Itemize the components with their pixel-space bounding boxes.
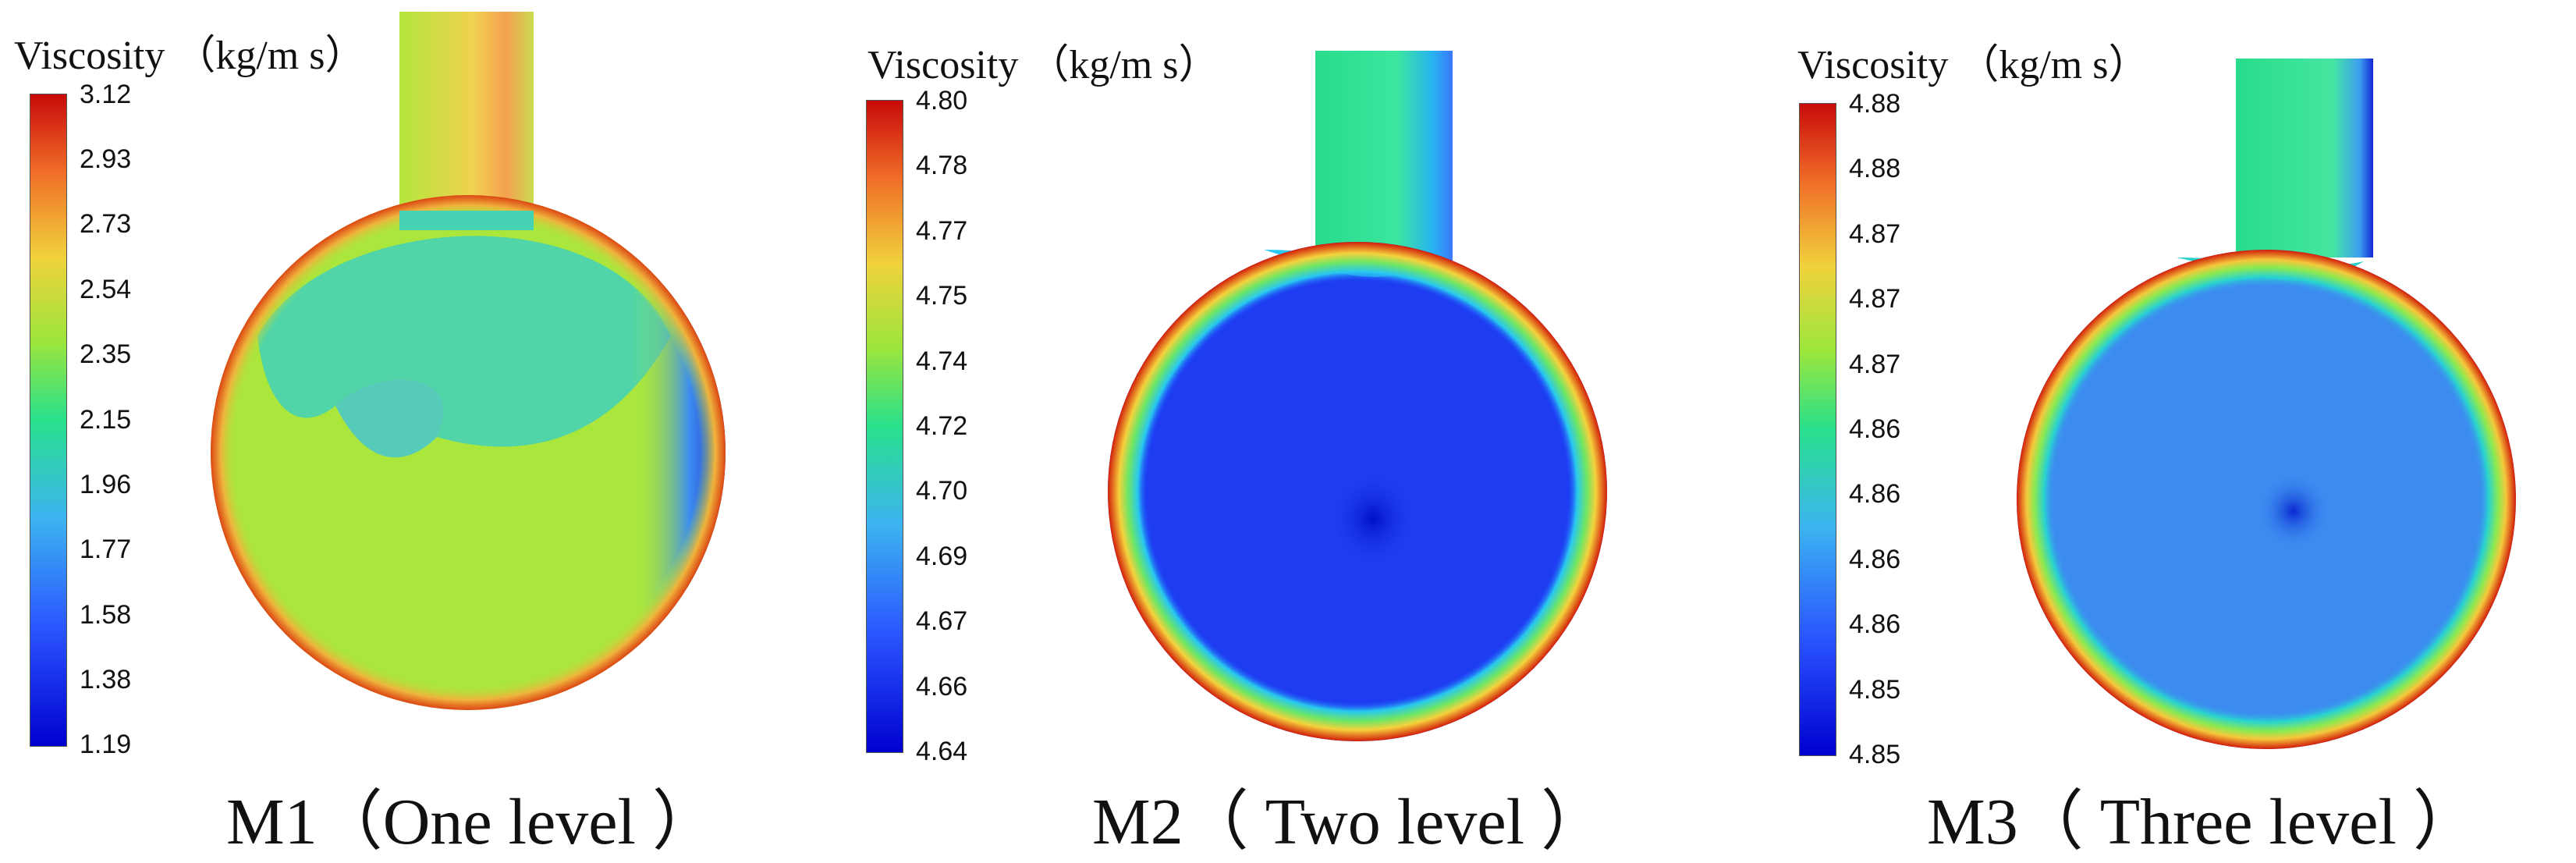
viscosity-contour-m1 — [211, 12, 726, 710]
tick-label: 4.72 — [916, 411, 968, 441]
tick-label: 4.64 — [916, 737, 968, 766]
tick-label: 4.88 — [1849, 89, 1901, 119]
colorbar-m3 — [1799, 103, 1836, 756]
tick-label: 4.86 — [1849, 479, 1901, 509]
tick-label: 4.87 — [1849, 284, 1901, 314]
tick-label: 4.78 — [916, 151, 968, 180]
tick-label: 1.19 — [80, 730, 132, 759]
tick-label: 1.96 — [80, 470, 132, 499]
tick-label: 2.54 — [80, 275, 132, 304]
legend-title-m1: Viscosity （kg/m s） — [14, 34, 366, 78]
panel-m2: Viscosity （kg/m s） 4.80 4.78 4.77 4.75 4… — [858, 0, 1693, 858]
caption-m2: M2（ Two level ） — [1092, 786, 1607, 858]
legend-title-m2: Viscosity （kg/m s） — [868, 43, 1219, 87]
colorbar-m1 — [30, 94, 67, 747]
tick-label: 2.73 — [80, 209, 132, 239]
tick-label: 4.70 — [916, 476, 968, 506]
outlet-pipe-m3 — [2236, 59, 2373, 257]
tick-label: 4.85 — [1849, 740, 1901, 769]
tick-label: 4.74 — [916, 346, 968, 376]
tick-label: 4.75 — [916, 281, 968, 311]
tick-label: 4.86 — [1849, 545, 1901, 574]
outlet-pipe-m1 — [399, 12, 534, 230]
outlet-pipe-m2 — [1315, 51, 1453, 261]
tick-label: 4.77 — [916, 216, 968, 246]
tick-label: 4.86 — [1849, 609, 1901, 639]
panel-m3: Viscosity （kg/m s） 4.88 4.88 4.87 4.87 4… — [1771, 0, 2576, 858]
tick-label: 4.80 — [916, 86, 968, 115]
tick-label: 2.35 — [80, 339, 132, 369]
tick-label: 1.77 — [80, 534, 132, 564]
tick-label: 2.93 — [80, 144, 132, 174]
vortex-core-m3 — [2256, 472, 2331, 550]
tick-label: 4.66 — [916, 672, 968, 701]
tick-label: 1.38 — [80, 665, 132, 694]
panel-m1: Viscosity （kg/m s） 3.12 2.93 2.73 2.54 2… — [0, 0, 811, 858]
viscosity-contour-m3 — [2017, 59, 2516, 749]
tick-label: 3.12 — [80, 80, 132, 109]
tick-label: 4.86 — [1849, 414, 1901, 444]
tick-label: 1.58 — [80, 600, 132, 630]
tick-label: 2.15 — [80, 405, 132, 435]
viscosity-contour-m2 — [1108, 51, 1607, 741]
tick-label: 4.67 — [916, 606, 968, 636]
tick-label: 4.69 — [916, 542, 968, 571]
legend-title-m3: Viscosity （kg/m s） — [1797, 43, 2149, 87]
vortex-core-m2 — [1330, 472, 1416, 566]
tick-label: 4.87 — [1849, 219, 1901, 249]
caption-m1: M1（One level ） — [226, 786, 718, 858]
colorbar-m2 — [866, 100, 903, 753]
tick-label: 4.85 — [1849, 675, 1901, 705]
tick-label: 4.87 — [1849, 350, 1901, 379]
caption-m3: M3（ Three level ） — [1927, 786, 2478, 858]
tick-label: 4.88 — [1849, 154, 1901, 183]
